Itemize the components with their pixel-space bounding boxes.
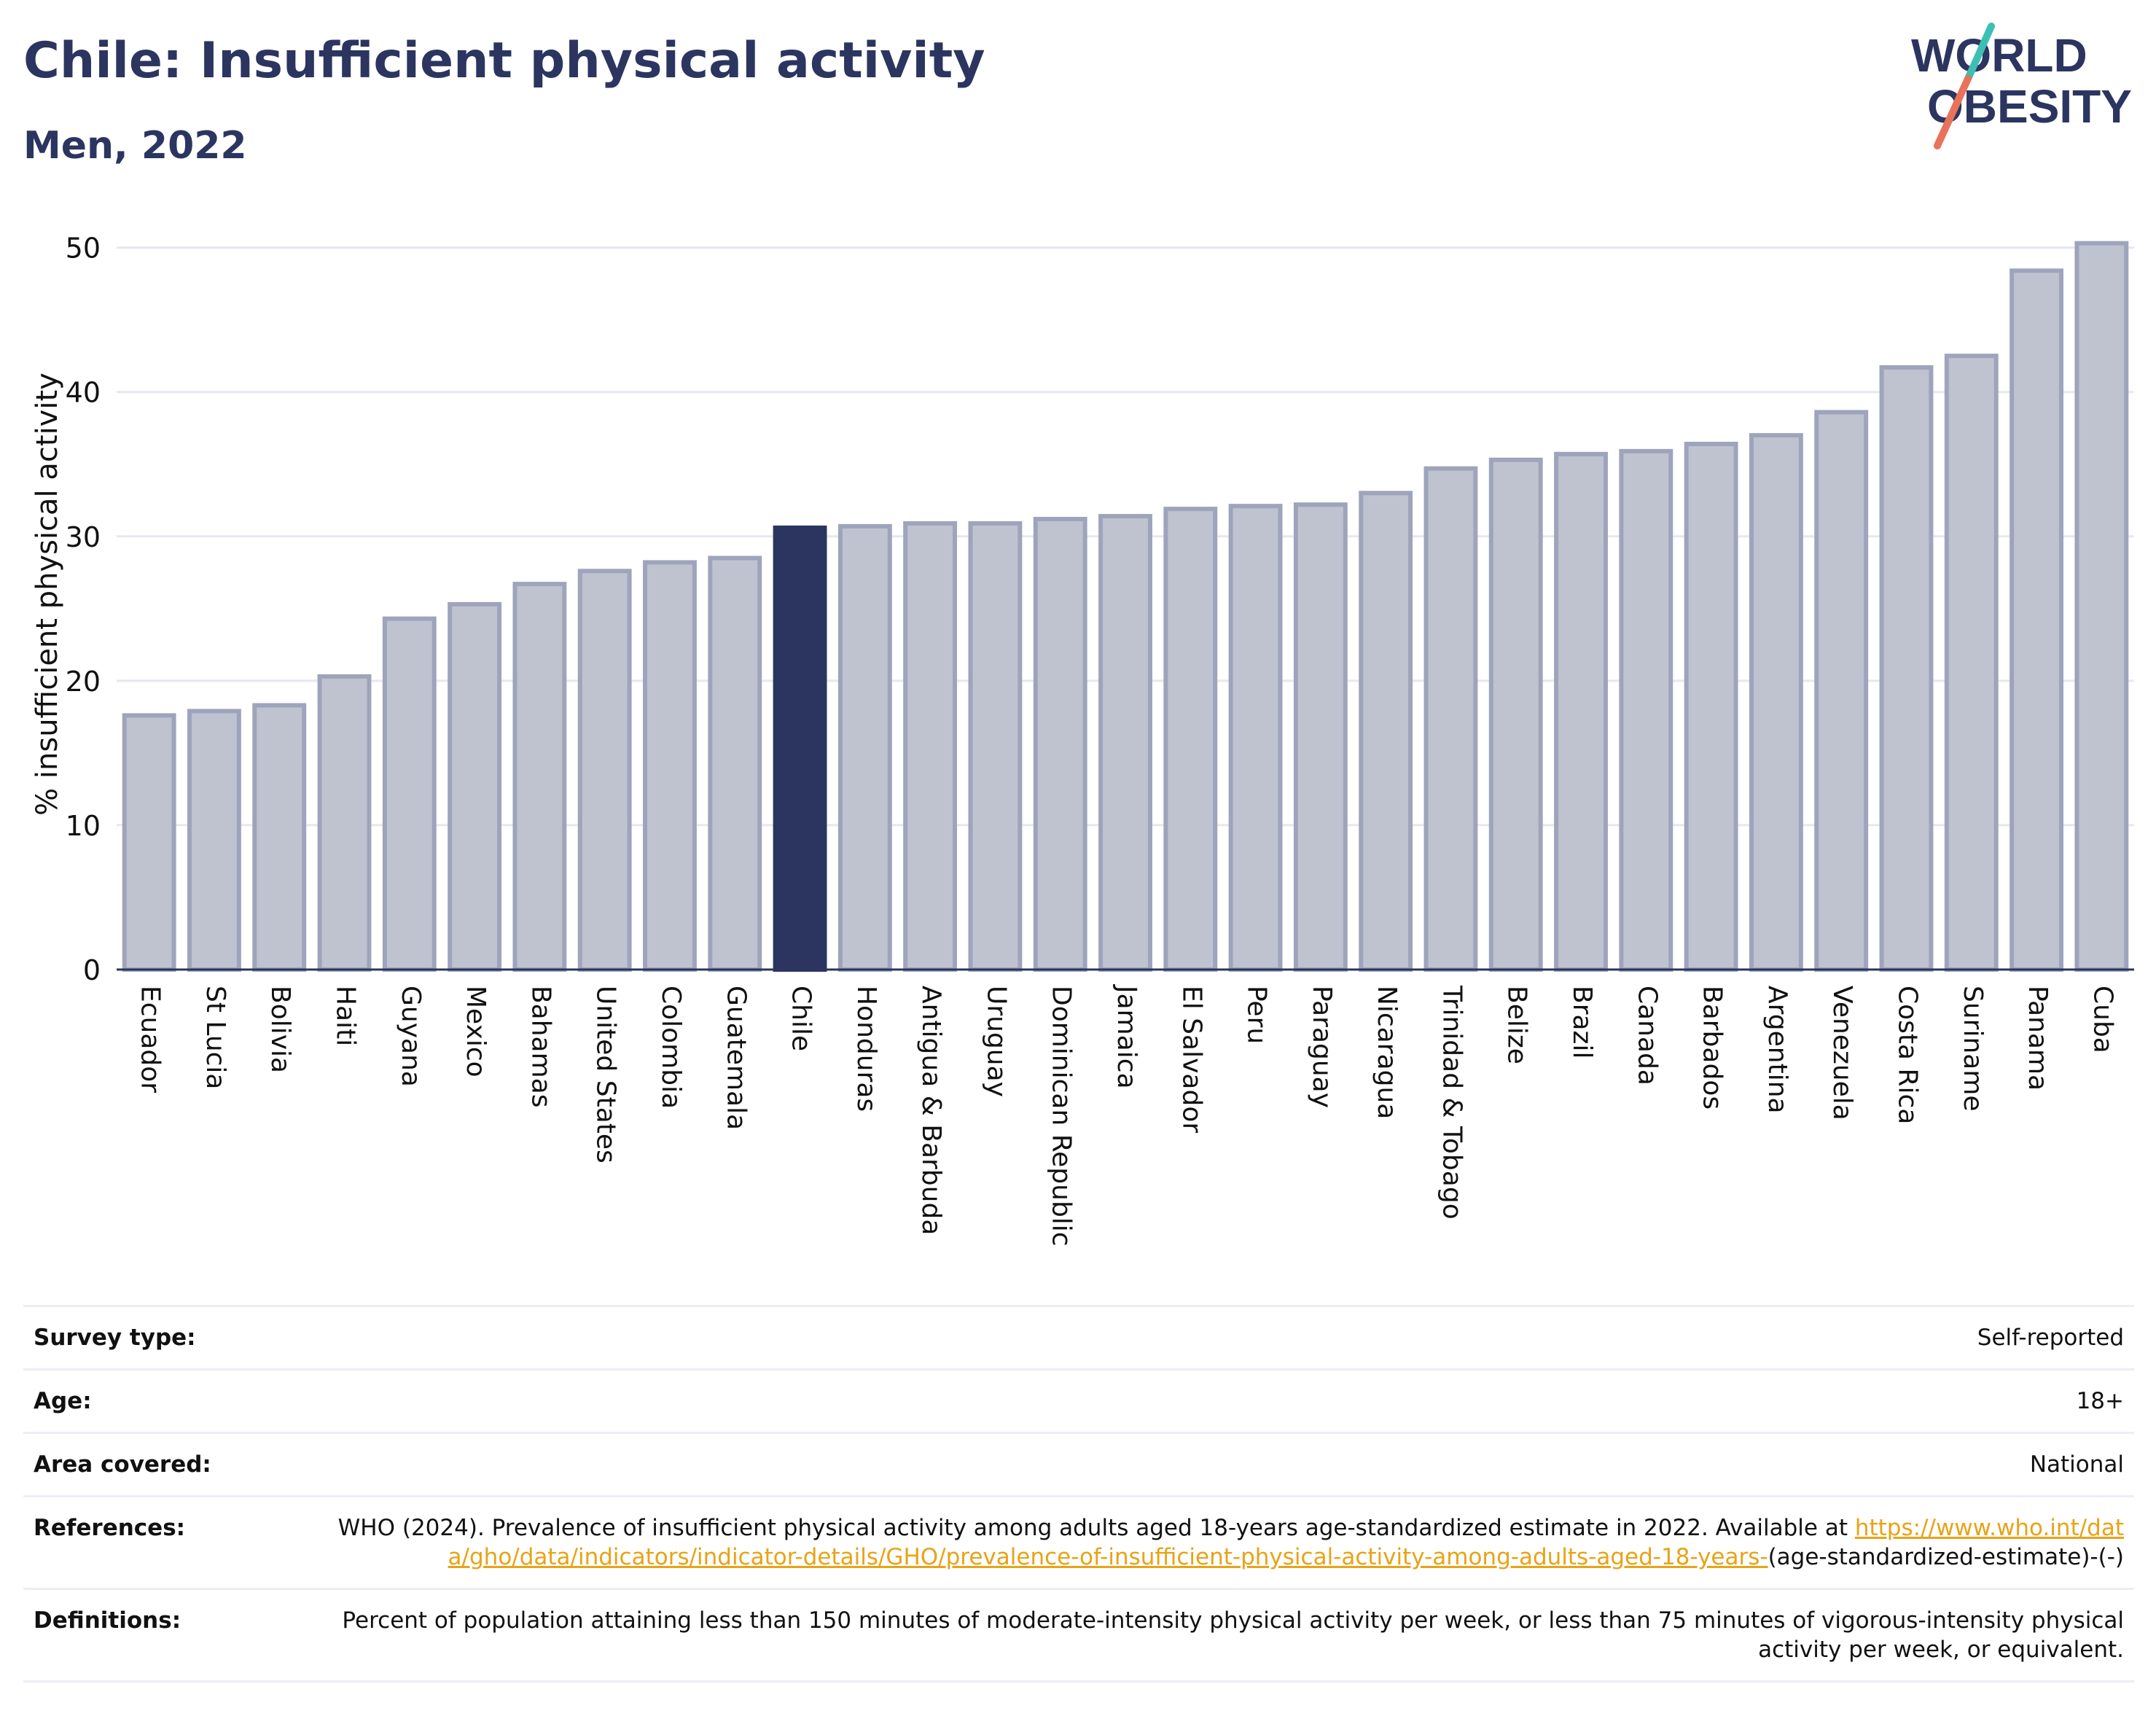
bar-antigua-barbuda [903,520,958,972]
x-tick-label: Trinidad & Tobago [1437,985,1466,1220]
x-tick-label: Bolivia [265,986,295,1073]
references-link[interactable]: https://www.who.int/data/gho/data/indica… [448,1515,2124,1570]
bar-peru [1228,504,1283,972]
bar-st-lucia [187,709,241,972]
info-row-references: References: WHO (2024). Prevalence of in… [23,1495,2134,1590]
info-value-references: WHO (2024). Prevalence of insufficient p… [321,1495,2134,1590]
bar-belize [1488,457,1543,972]
x-tick-label: Suriname [1958,986,1988,1112]
x-tick-label: Canada [1632,986,1662,1085]
x-tick-label: Barbados [1698,986,1727,1110]
y-tick-label: 10 [66,810,101,842]
x-tick-label: St Lucia [200,986,230,1090]
y-axis-ticks: 0 10 20 30 40 50 [66,233,101,986]
bar-cuba [2074,241,2129,972]
bar-argentina [1749,433,1803,972]
bar-dominican-republic [1033,517,1087,972]
bar-venezuela [1814,410,1869,972]
bar-trinidad-tobago [1423,466,1478,972]
bar-jamaica [1098,514,1152,972]
x-tick-label: Costa Rica [1892,986,1922,1124]
bar-colombia [643,560,697,972]
bar-bahamas [512,582,567,972]
x-tick-label: Mexico [461,986,491,1077]
bar-chile [773,525,827,972]
info-label: Definitions: [23,1588,321,1683]
info-row-age: Age: 18+ [23,1368,2134,1434]
x-tick-label: Ecuador [136,986,165,1093]
logo-word-world: WORLD [1911,29,2087,82]
info-value: National [321,1432,2134,1497]
logo-slash-coral [1934,75,1972,149]
x-tick-label: Colombia [656,986,686,1109]
chart-subtitle: Men, 2022 [23,124,247,168]
bar-uruguay [968,520,1023,972]
bar-guyana [382,616,437,972]
x-tick-label: Peru [1242,986,1272,1044]
x-axis-ticks: Ecuador St Lucia Bolivia Haiti Guyana Mexico B… [136,984,2118,1247]
bar-panama [2009,268,2063,972]
x-tick-label: Panama [2023,986,2053,1091]
y-tick-label: 40 [66,377,101,409]
x-tick-label: El Salvador [1176,986,1206,1133]
x-tick-label: Guyana [396,986,426,1087]
bar-suriname [1944,354,1999,972]
bar-nicaragua [1359,491,1413,972]
info-row-survey-type: Survey type: Self-reported [23,1305,2134,1371]
x-tick-label: Venezuela [1827,986,1857,1120]
x-tick-label: Uruguay [981,986,1011,1097]
bar-barbados [1684,442,1738,972]
references-text: WHO (2024). Prevalence of insufficient p… [337,1515,1855,1541]
bar-honduras [837,523,892,972]
info-table: Survey type: Self-reported Age: 18+ Area… [23,1305,2134,1683]
bar-brazil [1554,451,1608,972]
bar-costa-rica [1879,365,1934,972]
x-tick-label: Antigua & Barbuda [916,986,946,1235]
y-tick-label: 20 [66,666,101,698]
y-tick-label: 0 [83,954,101,986]
bar-ecuador [122,713,176,972]
chart-title: Chile: Insufficient physical activity [23,32,985,90]
bar-el-salvador [1163,507,1218,972]
x-tick-label: Paraguay [1307,986,1337,1108]
x-tick-label: Jamaica [1112,984,1141,1089]
x-tick-label: Haiti [331,986,361,1046]
info-row-definitions: Definitions: Percent of population attai… [23,1588,2134,1683]
x-tick-label: Bahamas [526,986,555,1108]
info-value: 18+ [321,1368,2134,1434]
references-suffix: (age-standardized-estimate)-(-) [1768,1544,2124,1570]
info-label: References: [23,1495,321,1590]
x-tick-label: Nicaragua [1372,986,1402,1119]
info-label: Survey type: [23,1305,321,1371]
y-tick-label: 50 [66,233,101,265]
bar-guatemala [708,555,762,972]
bar-mexico [448,601,502,972]
bar-haiti [317,674,372,972]
bar-paraguay [1293,502,1348,972]
bar-canada [1619,448,1673,972]
info-value: Percent of population attaining less tha… [321,1588,2134,1683]
info-label: Area covered: [23,1432,321,1497]
bar-chart: 0 10 20 30 40 50 Ecuador St Lucia Bolivia Haiti G… [31,233,2134,1247]
info-row-area: Area covered: National [23,1432,2134,1497]
bar-bolivia [252,703,307,972]
x-tick-label: Honduras [851,986,881,1112]
x-tick-label: Belize [1502,986,1532,1064]
y-tick-label: 30 [66,521,101,553]
x-tick-label: United States [591,986,621,1163]
bar-united-states [577,569,632,972]
x-tick-label: Argentina [1762,986,1792,1114]
info-label: Age: [23,1368,321,1434]
y-axis-label: % insufficient physical activity [31,373,64,816]
x-tick-label: Brazil [1567,986,1597,1058]
logo-slash-teal [1964,23,1995,82]
bars [122,241,2129,972]
info-value: Self-reported [321,1305,2134,1371]
x-tick-label: Dominican Republic [1047,986,1077,1247]
x-tick-label: Cuba [2087,986,2117,1053]
world-obesity-logo: WORLD OBESITY [1911,23,2132,149]
x-tick-label: Chile [786,986,816,1051]
x-tick-label: Guatemala [721,986,751,1130]
